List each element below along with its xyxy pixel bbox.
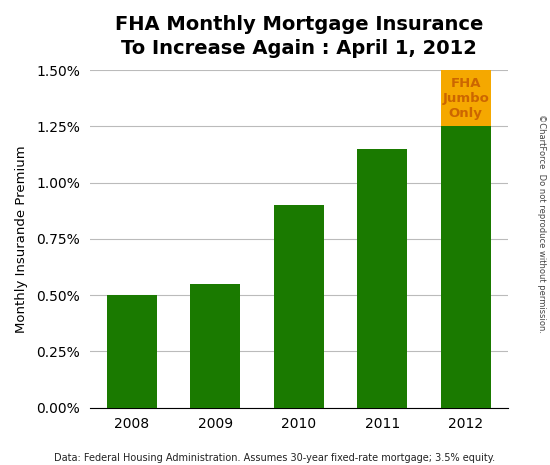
Title: FHA Monthly Mortgage Insurance
To Increase Again : April 1, 2012: FHA Monthly Mortgage Insurance To Increa… — [114, 15, 483, 58]
Bar — [190, 284, 240, 408]
Text: Data: Federal Housing Administration. Assumes 30-year fixed-rate mortgage; 3.5% : Data: Federal Housing Administration. As… — [54, 452, 496, 463]
Bar — [274, 205, 324, 408]
Text: FHA
Jumbo
Only: FHA Jumbo Only — [442, 77, 489, 120]
Bar — [107, 295, 157, 408]
Bar — [441, 70, 491, 126]
Text: ©ChartForce  Do not reproduce without permission.: ©ChartForce Do not reproduce without per… — [537, 114, 546, 332]
Bar — [357, 149, 408, 408]
Bar — [441, 126, 491, 408]
Y-axis label: Monthly Insurande Premium: Monthly Insurande Premium — [15, 145, 28, 333]
